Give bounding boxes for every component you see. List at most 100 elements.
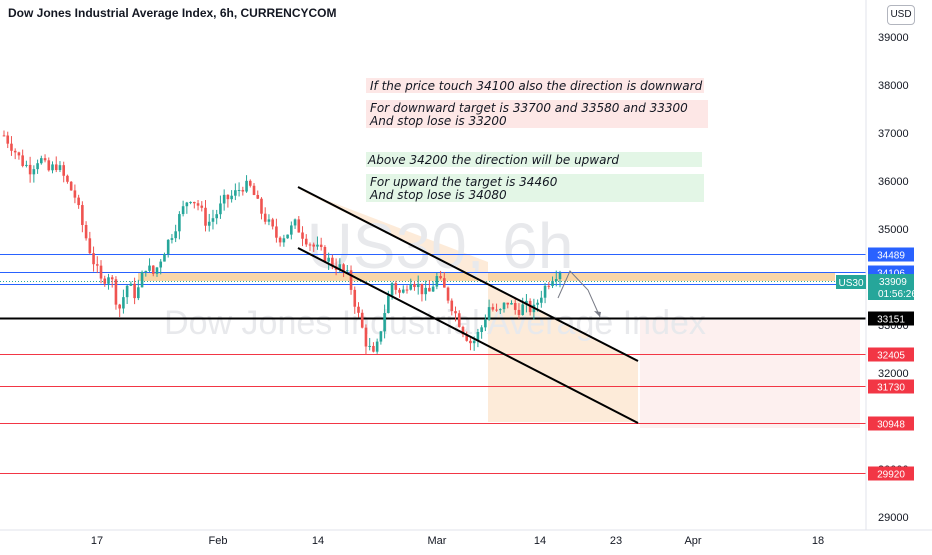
candle-body[interactable] <box>17 152 21 156</box>
projection-path[interactable] <box>557 270 601 318</box>
candle-body[interactable] <box>331 257 334 267</box>
candle-body[interactable] <box>476 332 480 341</box>
candle-body[interactable] <box>248 180 252 186</box>
candle-body[interactable] <box>234 190 237 196</box>
candle-body[interactable] <box>506 302 510 305</box>
candle-body[interactable] <box>77 197 80 206</box>
candle-body[interactable] <box>502 302 506 310</box>
candle-body[interactable] <box>495 309 498 311</box>
candle-body[interactable] <box>252 185 256 195</box>
candle-body[interactable] <box>66 175 69 182</box>
candle-body[interactable] <box>2 135 6 137</box>
candle-body[interactable] <box>401 289 405 293</box>
candle-body[interactable] <box>543 285 547 298</box>
candle-body[interactable] <box>267 219 271 222</box>
candle-body[interactable] <box>211 218 215 222</box>
price-axis[interactable]: 2900030000310003200033000340003500036000… <box>836 0 917 530</box>
candle-body[interactable] <box>439 276 442 279</box>
candle-body[interactable] <box>484 319 487 328</box>
candle-body[interactable] <box>554 279 558 281</box>
candle-body[interactable] <box>308 244 312 246</box>
candle-body[interactable] <box>443 278 446 288</box>
annotation-3[interactable]: And stop lose is 33200 <box>369 114 507 128</box>
candle-body[interactable] <box>125 285 129 298</box>
annotation-1[interactable]: If the price touch 34100 also the direct… <box>370 79 703 93</box>
candle-body[interactable] <box>286 234 289 239</box>
candle-body[interactable] <box>189 201 192 203</box>
candle-body[interactable] <box>196 203 200 206</box>
candle-body[interactable] <box>517 309 521 315</box>
candle-body[interactable] <box>47 160 51 171</box>
candle-body[interactable] <box>357 306 360 313</box>
candle-body[interactable] <box>349 270 353 290</box>
candle-body[interactable] <box>36 163 39 170</box>
candle-body[interactable] <box>260 198 263 214</box>
candle-body[interactable] <box>207 221 211 226</box>
candle-body[interactable] <box>457 313 461 327</box>
candle-body[interactable] <box>353 289 357 307</box>
candle-body[interactable] <box>536 302 539 305</box>
candle-body[interactable] <box>118 304 121 309</box>
candle-body[interactable] <box>551 280 554 286</box>
candle-body[interactable] <box>58 165 62 171</box>
candle-body[interactable] <box>110 277 114 280</box>
candle-body[interactable] <box>114 279 118 305</box>
candle-body[interactable] <box>398 289 401 293</box>
candle-body[interactable] <box>155 267 159 274</box>
candle-body[interactable] <box>166 239 170 255</box>
candle-body[interactable] <box>387 295 390 314</box>
candle-body[interactable] <box>297 219 301 233</box>
candle-body[interactable] <box>21 155 24 166</box>
candle-body[interactable] <box>92 253 95 265</box>
candle-body[interactable] <box>409 284 413 290</box>
candle-body[interactable] <box>383 313 386 332</box>
annotation-6[interactable]: And stop lose is 34080 <box>369 188 507 202</box>
candle-body[interactable] <box>193 201 196 204</box>
candle-body[interactable] <box>40 158 43 164</box>
candle-body[interactable] <box>278 237 282 243</box>
annotation-4[interactable]: Above 34200 the direction will be upward <box>367 153 619 167</box>
candle-body[interactable] <box>431 286 435 292</box>
candle-body[interactable] <box>81 205 84 225</box>
candle-body[interactable] <box>129 283 133 286</box>
candle-body[interactable] <box>491 307 495 310</box>
candle-body[interactable] <box>256 194 260 199</box>
candle-body[interactable] <box>28 164 32 175</box>
candle-body[interactable] <box>69 181 73 191</box>
candle-body[interactable] <box>379 331 383 342</box>
candle-body[interactable] <box>316 244 319 247</box>
candle-body[interactable] <box>510 303 513 305</box>
candle-body[interactable] <box>222 194 226 204</box>
candle-body[interactable] <box>107 277 110 284</box>
candle-body[interactable] <box>137 287 140 299</box>
candle-body[interactable] <box>219 203 222 215</box>
candle-body[interactable] <box>461 326 465 335</box>
candle-body[interactable] <box>275 226 278 238</box>
candle-body[interactable] <box>54 164 58 171</box>
candle-body[interactable] <box>88 238 92 254</box>
candle-body[interactable] <box>32 169 36 175</box>
candle-body[interactable] <box>346 270 349 272</box>
candle-body[interactable] <box>498 309 502 311</box>
candle-body[interactable] <box>245 180 248 192</box>
candle-body[interactable] <box>469 340 472 344</box>
candle-body[interactable] <box>6 135 10 144</box>
candle-body[interactable] <box>547 285 551 287</box>
candle-body[interactable] <box>394 283 398 290</box>
candle-body[interactable] <box>390 283 394 296</box>
annotation-2[interactable]: For downward target is 33700 and 33580 a… <box>370 101 688 115</box>
candle-body[interactable] <box>204 207 207 226</box>
candle-body[interactable] <box>558 272 562 280</box>
candle-body[interactable] <box>103 278 107 284</box>
candle-body[interactable] <box>472 340 476 344</box>
candle-body[interactable] <box>521 304 524 315</box>
candle-body[interactable] <box>416 283 420 288</box>
candle-body[interactable] <box>174 231 177 239</box>
candle-body[interactable] <box>226 194 230 200</box>
candle-body[interactable] <box>424 287 427 295</box>
candle-body[interactable] <box>230 195 233 200</box>
candle-body[interactable] <box>140 271 144 288</box>
candle-body[interactable] <box>446 287 450 301</box>
candle-body[interactable] <box>84 224 88 239</box>
